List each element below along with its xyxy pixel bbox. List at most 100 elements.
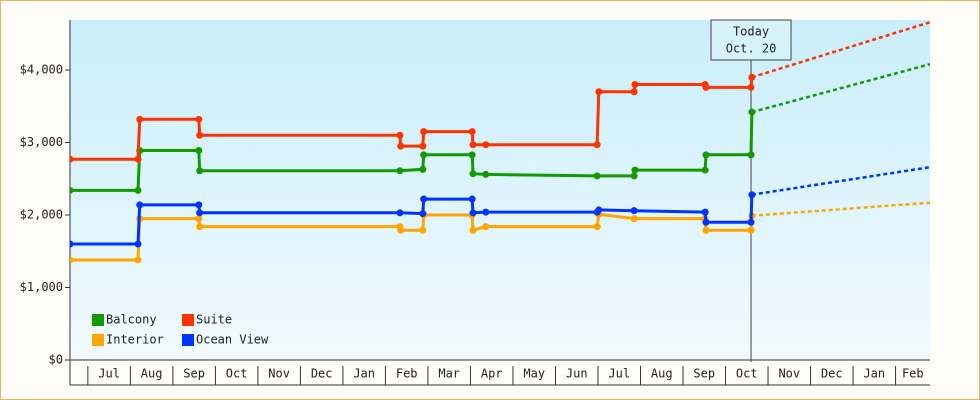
point xyxy=(396,209,404,217)
point xyxy=(70,256,74,264)
x-tick-label: Dec xyxy=(821,367,843,381)
point xyxy=(630,207,638,215)
legend-swatch xyxy=(182,314,194,326)
x-tick-label: Jan xyxy=(863,367,885,381)
point xyxy=(419,165,427,173)
point xyxy=(420,151,428,159)
point xyxy=(468,151,476,159)
point xyxy=(593,141,601,149)
point xyxy=(469,141,477,149)
point xyxy=(419,226,427,234)
plot-area xyxy=(70,20,930,360)
y-tick-label: $3,000 xyxy=(20,135,63,149)
point xyxy=(702,83,710,91)
point xyxy=(482,208,490,216)
legend-swatch xyxy=(92,334,104,346)
point xyxy=(482,141,490,149)
y-tick-label: $4,000 xyxy=(20,63,63,77)
point xyxy=(469,170,477,178)
point xyxy=(134,155,142,163)
point xyxy=(748,191,756,199)
point xyxy=(195,115,203,123)
point xyxy=(631,166,639,174)
x-tick-label: May xyxy=(523,367,545,381)
point xyxy=(196,131,204,139)
x-tick-label: Aug xyxy=(141,367,163,381)
point xyxy=(702,151,710,159)
legend-swatch xyxy=(92,314,104,326)
x-tick-label: Oct xyxy=(736,367,758,381)
point xyxy=(469,226,477,234)
x-tick-label: Jun xyxy=(566,367,588,381)
point xyxy=(748,73,756,81)
today-box xyxy=(710,19,792,61)
point xyxy=(468,128,476,136)
point xyxy=(419,142,427,150)
x-tick-label: Dec xyxy=(311,367,333,381)
today-label: Oct. 20 xyxy=(726,42,777,56)
x-tick-label: Feb xyxy=(396,367,418,381)
y-tick-label: $0 xyxy=(49,353,63,367)
point xyxy=(595,88,603,96)
x-tick-label: Feb xyxy=(902,367,924,381)
legend-label: Interior xyxy=(106,333,164,347)
x-tick-label: Sep xyxy=(693,367,715,381)
point xyxy=(196,209,204,217)
point xyxy=(593,172,601,180)
point xyxy=(136,201,144,209)
point xyxy=(702,226,710,234)
legend-label: Ocean View xyxy=(196,333,269,347)
projection-line xyxy=(751,165,930,196)
x-tick-label: Mar xyxy=(438,367,460,381)
point xyxy=(631,81,639,89)
point xyxy=(196,223,204,231)
point xyxy=(701,166,709,174)
point xyxy=(70,240,74,248)
point xyxy=(747,218,755,226)
projection-line xyxy=(751,201,930,217)
point xyxy=(396,131,404,139)
y-tick-label: $1,000 xyxy=(20,280,63,294)
point xyxy=(134,256,142,264)
point xyxy=(482,223,490,231)
point xyxy=(748,108,756,116)
point xyxy=(469,209,477,217)
x-tick-label: Nov xyxy=(778,367,800,381)
point xyxy=(747,226,755,234)
point xyxy=(397,226,405,234)
y-tick-label: $2,000 xyxy=(20,208,63,222)
point xyxy=(468,195,476,203)
today-label: Today xyxy=(733,25,769,39)
point xyxy=(195,146,203,154)
point xyxy=(419,210,427,218)
point xyxy=(701,208,709,216)
projection-line xyxy=(751,21,930,79)
point xyxy=(420,195,428,203)
x-tick-label: Sep xyxy=(183,367,205,381)
point xyxy=(630,172,638,180)
point xyxy=(134,240,142,248)
x-tick-label: Jan xyxy=(353,367,375,381)
point xyxy=(630,215,638,223)
projection-line xyxy=(751,62,930,114)
point xyxy=(396,167,404,175)
x-tick-label: Nov xyxy=(268,367,290,381)
point xyxy=(702,218,710,226)
legend-label: Balcony xyxy=(106,313,157,327)
x-tick-label: Oct xyxy=(226,367,248,381)
x-tick-label: Jul xyxy=(98,367,120,381)
point xyxy=(195,215,203,223)
point xyxy=(595,206,603,214)
x-tick-label: Jul xyxy=(608,367,630,381)
point xyxy=(747,151,755,159)
x-tick-label: Aug xyxy=(651,367,673,381)
point xyxy=(195,201,203,209)
point xyxy=(134,186,142,194)
point xyxy=(747,83,755,91)
legend-swatch xyxy=(182,334,194,346)
legend-label: Suite xyxy=(196,313,232,327)
point xyxy=(136,115,144,123)
x-tick-label: Apr xyxy=(481,367,503,381)
point xyxy=(482,170,490,178)
